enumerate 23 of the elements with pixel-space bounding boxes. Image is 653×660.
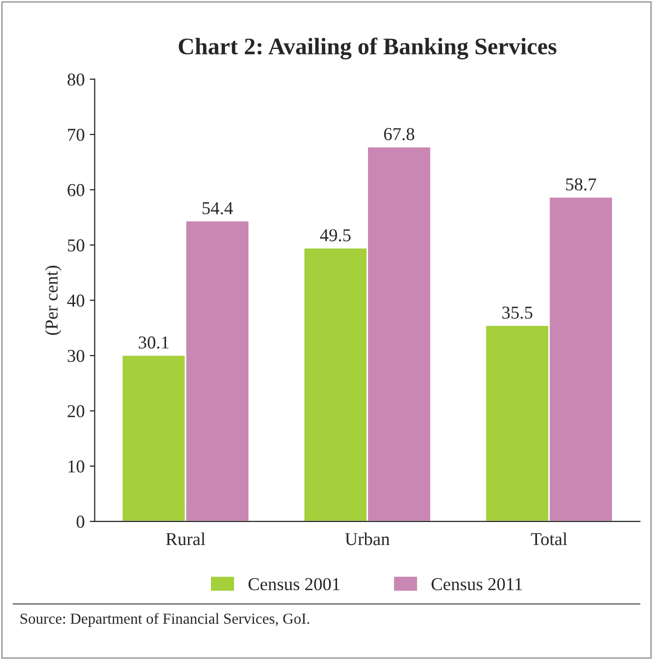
x-tick-label: Total	[530, 532, 568, 546]
data-label: 49.5	[320, 229, 351, 242]
data-label: 67.8	[384, 128, 414, 140]
y-tick-label: 80	[68, 73, 84, 86]
y-tick-label: 50	[68, 239, 84, 252]
y-tick-label: 70	[68, 128, 84, 141]
y-tick-label: 0	[76, 516, 84, 528]
y-tick-label: 10	[68, 460, 84, 473]
y-tick-label: 60	[68, 184, 84, 196]
chart-title: Chart 2: Availing of Banking Services	[178, 38, 556, 60]
y-tick-label: 40	[67, 294, 84, 307]
y-axis-title: (Per cent)	[44, 266, 62, 335]
legend-label: Census 2001	[248, 578, 340, 590]
y-tick-label: 20	[68, 405, 84, 418]
data-label: 30.1	[138, 336, 168, 349]
legend-label: Census 2011	[432, 578, 522, 590]
data-label: 58.7	[566, 178, 596, 191]
data-label: 54.4	[202, 202, 233, 214]
y-tick-label: 30	[68, 350, 84, 362]
data-label: 35.5	[502, 306, 532, 319]
x-tick-label: Urban	[345, 532, 390, 546]
source-note: Source: Department of Financial Services, GoI.	[20, 612, 310, 627]
x-tick-label: Rural	[166, 532, 206, 546]
